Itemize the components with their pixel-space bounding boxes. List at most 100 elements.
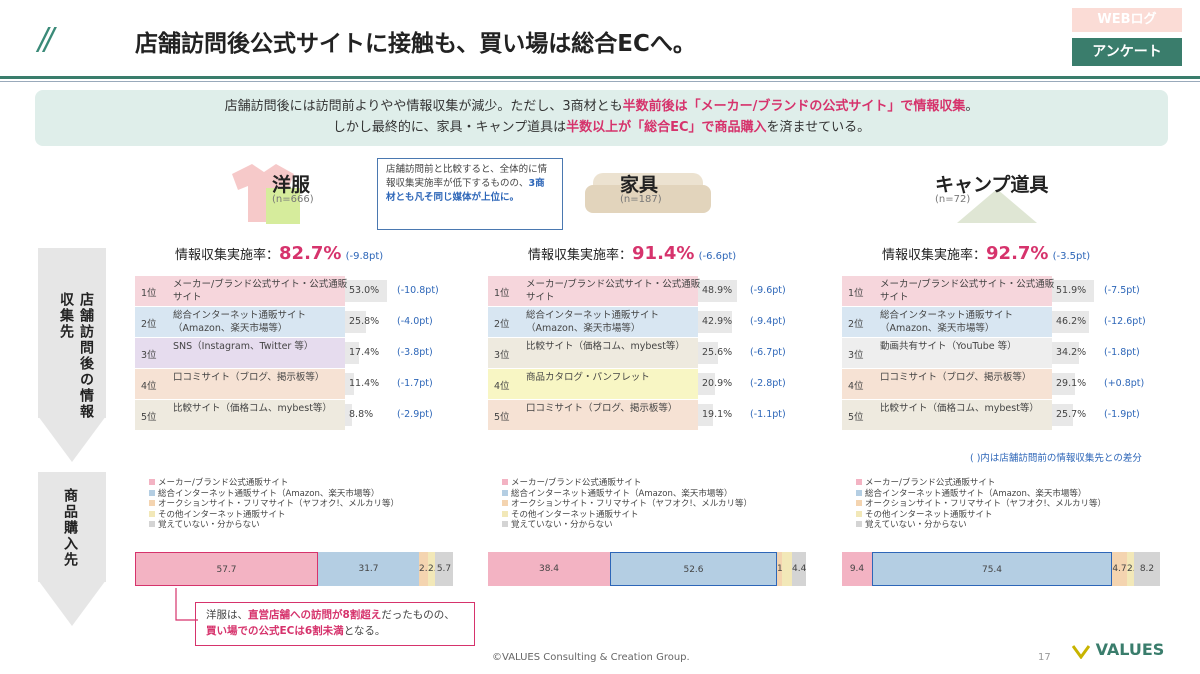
legend-item: メーカー/ブランド公式通販サイト [856, 478, 1106, 489]
rank-percent: 19.1% [702, 409, 733, 420]
callout-text: 店舗訪問前と比較すると、全体的に情報収集実施率が低下するものの、 [386, 164, 548, 189]
legend-swatch [502, 510, 508, 517]
collection-rate-label: 情報収集実施率： [882, 248, 987, 263]
rank-label: 口コミサイト（ブログ、掲示板等） [880, 372, 1032, 383]
legend-swatch [502, 489, 508, 496]
purchase-bar-segment: 8.2 [1134, 552, 1160, 586]
summary-emphasis: 半数以上が「総合EC」で商品購入 [566, 120, 767, 135]
rank-label: SNS（Instagram、Twitter 等） [173, 341, 314, 352]
legend-item: 総合インターネット通販サイト（Amazon、楽天市場等） [502, 489, 752, 500]
rank-label: 比較サイト（価格コム、mybest等） [173, 403, 332, 414]
collection-rate-value: 82.7% [279, 243, 342, 264]
rank-percent: 51.9% [1056, 285, 1087, 296]
rank-delta: (-1.7pt) [397, 378, 433, 389]
legend-swatch [856, 521, 862, 527]
summary-emphasis: 半数前後は「メーカー/ブランドの公式サイト」で情報収集 [622, 99, 966, 114]
note-text: 洋服は、 [206, 609, 248, 621]
rank-label: 比較サイト（価格コム、mybest等） [880, 403, 1039, 414]
rank-label: 総合インターネット通販サイト（Amazon、楽天市場等） [526, 310, 660, 334]
sofa-icon [585, 173, 711, 213]
legend-label: 覚えていない・分からない [865, 520, 967, 530]
collection-rate-value: 91.4% [632, 243, 695, 264]
legend-label: その他インターネット通販サイト [158, 509, 286, 520]
rank-bar [1052, 342, 1079, 364]
rank-label: 口コミサイト（ブログ、掲示板等） [173, 372, 325, 383]
collection-rate-delta: (-9.8pt) [345, 251, 384, 262]
rank-delta: (-1.9pt) [1104, 409, 1140, 420]
rank-delta: (-12.6pt) [1104, 316, 1146, 327]
rank-bar [1052, 311, 1089, 333]
rank-number: 2位 [848, 319, 864, 330]
purchase-bar-segment: 31.7 [318, 552, 419, 586]
category-name: 洋服 [272, 174, 311, 196]
purchase-section-label: 商品購入先 [62, 488, 78, 568]
rank-delta: (-9.4pt) [750, 316, 786, 327]
legend-item: 覚えていない・分からない [502, 520, 752, 531]
rank-delta: (-2.9pt) [397, 409, 433, 420]
purchase-bar-segment: 2.7 [419, 552, 433, 586]
rank-label: 比較サイト（価格コム、mybest等） [526, 341, 685, 352]
rank-percent: 25.6% [702, 347, 733, 358]
rank-number: 4位 [848, 381, 864, 392]
legend-swatch [149, 489, 155, 496]
note-emphasis: 買い場での公式ECは6割未満 [206, 625, 344, 637]
rank-row: 3位 SNS（Instagram、Twitter 等） 17.4% (-3.8pt) [135, 338, 445, 368]
legend-swatch [149, 521, 155, 527]
rank-bar [345, 404, 352, 426]
rank-delta: (-10.8pt) [397, 285, 439, 296]
rank-row: 4位 口コミサイト（ブログ、掲示板等） 11.4% (-1.7pt) [135, 369, 445, 399]
legend-label: 総合インターネット通販サイト（Amazon、楽天市場等） [511, 488, 733, 499]
slash-decoration: // [38, 22, 54, 57]
rank-number: 4位 [494, 381, 510, 392]
legend-swatch [856, 489, 862, 496]
summary-text: 。 [965, 99, 979, 114]
rank-number: 5位 [141, 412, 157, 423]
arrow-down-icon [38, 416, 106, 462]
purchase-bar-segment [782, 552, 792, 586]
rank-number: 1位 [494, 288, 510, 299]
rank-row: 1位 メーカー/ブランド公式サイト・公式通販サイト 51.9% (-7.5pt) [842, 276, 1152, 306]
purchase-bar-segment: 52.6 [610, 552, 777, 586]
legend-label: 覚えていない・分からない [511, 520, 613, 530]
rank-label: 総合インターネット通販サイト（Amazon、楽天市場等） [880, 310, 1014, 334]
rank-delta: (-4.0pt) [397, 316, 433, 327]
rank-row-bg [488, 338, 698, 368]
logo-mark-icon [1071, 644, 1091, 660]
rank-row-bg [488, 276, 698, 306]
rank-bar [698, 342, 718, 364]
legend-label: その他インターネット通販サイト [865, 509, 993, 520]
company-logo: VALUES [1071, 640, 1164, 660]
rank-percent: 53.0% [349, 285, 380, 296]
rank-percent: 42.9% [702, 316, 733, 327]
tag-weblog: WEBログ [1072, 8, 1182, 32]
category-sample-size: (n=666) [272, 194, 314, 205]
legend-item: オークションサイト・フリマサイト（ヤフオク!、メルカリ等） [856, 499, 1106, 510]
rank-bar [345, 280, 387, 302]
collection-rate-value: 92.7% [986, 243, 1049, 264]
legend-label: 総合インターネット通販サイト（Amazon、楽天市場等） [158, 488, 380, 499]
legend-item: 総合インターネット通販サイト（Amazon、楽天市場等） [856, 489, 1106, 500]
rank-row-bg [842, 338, 1052, 368]
collection-rate-label: 情報収集実施率： [175, 248, 280, 263]
rank-row: 2位 総合インターネット通販サイト（Amazon、楽天市場等） 42.9% (-9.4… [488, 307, 798, 337]
legend-swatch [856, 479, 862, 485]
rank-bar [345, 373, 354, 395]
page-number: 17 [1038, 652, 1051, 663]
rank-delta: (-7.5pt) [1104, 285, 1140, 296]
rank-delta: (-6.7pt) [750, 347, 786, 358]
rank-number: 4位 [141, 381, 157, 392]
rank-percent: 8.8% [349, 409, 374, 420]
collection-rate: 情報収集実施率：91.4% (-6.6pt) [528, 243, 736, 264]
purchase-bar-segment: 75.4 [872, 552, 1112, 586]
rank-delta: (-9.6pt) [750, 285, 786, 296]
rank-row-bg [135, 400, 345, 430]
rank-delta: (-1.8pt) [1104, 347, 1140, 358]
legend-item: 総合インターネット通販サイト（Amazon、楽天市場等） [149, 489, 399, 500]
rank-row-bg [842, 369, 1052, 399]
legend-item: メーカー/ブランド公式通販サイト [149, 478, 399, 489]
rank-label: 動画共有サイト（YouTube 等） [880, 341, 1017, 352]
legend-swatch [502, 500, 508, 506]
rank-number: 3位 [494, 350, 510, 361]
rank-row-bg [135, 276, 345, 306]
rank-row: 5位 比較サイト（価格コム、mybest等） 8.8% (-2.9pt) [135, 400, 445, 430]
